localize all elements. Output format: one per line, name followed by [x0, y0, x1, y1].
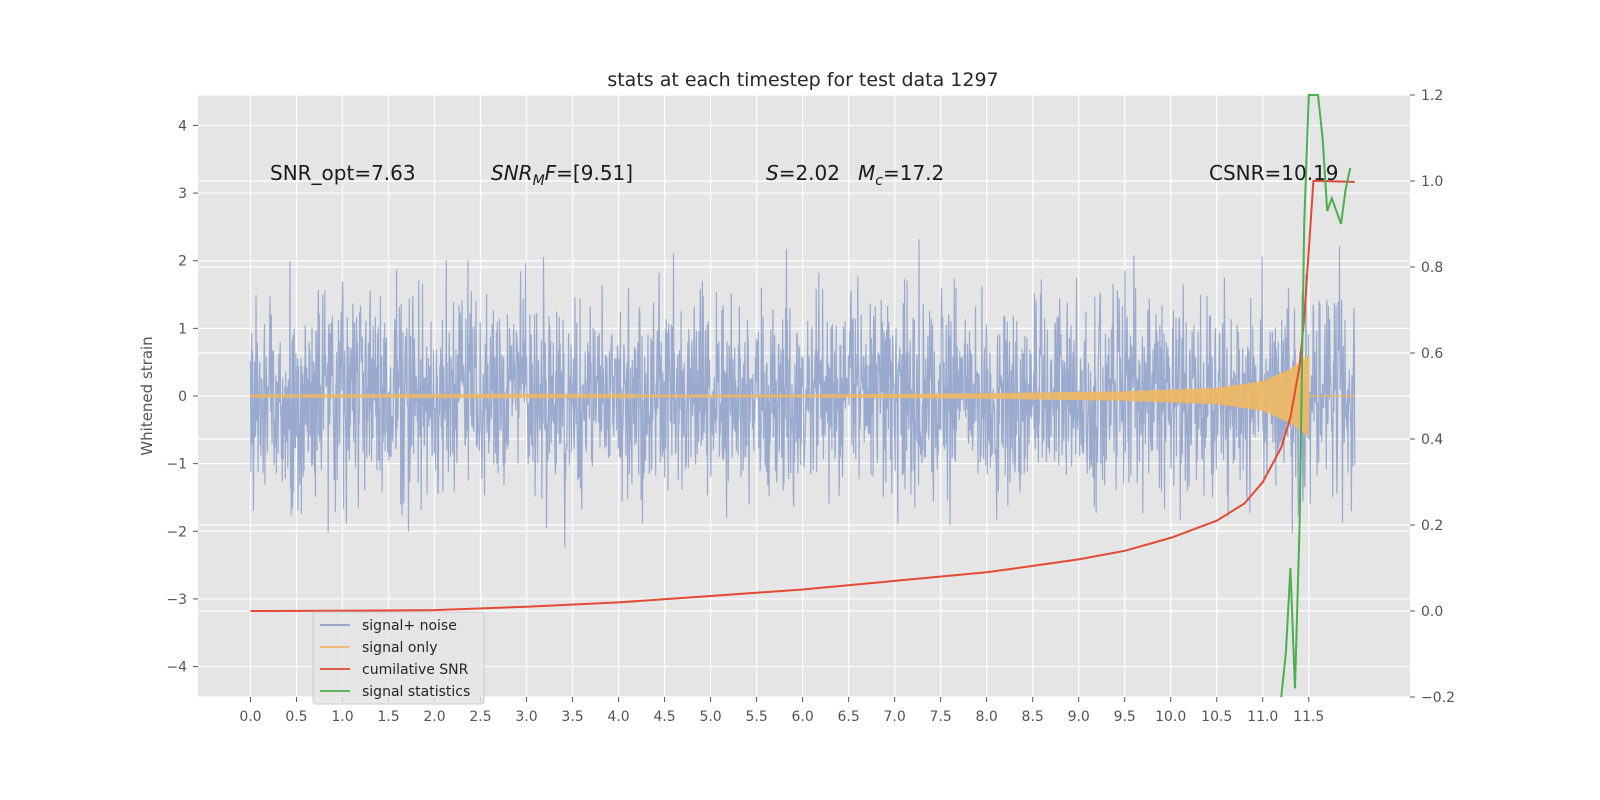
- y-tick-label: 0: [178, 389, 187, 405]
- legend-label-signal-only: signal only: [362, 640, 437, 656]
- x-tick-label: 5.5: [745, 709, 767, 725]
- legend-box: [312, 611, 485, 705]
- legend-label-signal-statistics: signal statistics: [362, 684, 470, 700]
- x-tick-label: 1.5: [377, 709, 399, 725]
- y2-tick-label: 1.0: [1421, 174, 1443, 190]
- x-tick-label: 9.0: [1068, 709, 1090, 725]
- y-tick-label: 4: [178, 118, 187, 134]
- x-tick-label: 4.5: [653, 709, 675, 725]
- y2-tick-label: 0.6: [1421, 346, 1443, 362]
- y-tick-label: 2: [178, 254, 187, 270]
- y-axis-right: −0.2 0.0 0.2 0.4 0.6 0.8 1.0 1.2: [1410, 88, 1455, 706]
- legend-label-cumulative-snr: cumilative SNR: [362, 662, 469, 678]
- y-tick-label: 1: [178, 321, 187, 337]
- x-tick-label: 9.5: [1114, 709, 1136, 725]
- x-tick-label: 11.0: [1247, 709, 1278, 725]
- y-axis-label: Whitened strain: [138, 336, 156, 455]
- x-tick-label: 0.5: [285, 709, 307, 725]
- x-tick-label: 4.0: [607, 709, 629, 725]
- signal-only-line: [249, 355, 1310, 437]
- series-cumulative-snr: [250, 180, 1355, 612]
- y-tick-label: −1: [166, 457, 187, 473]
- chart-title: stats at each timestep for test data 129…: [607, 69, 998, 91]
- y-tick-label: −2: [166, 524, 187, 540]
- series-signal-statistics: [1280, 94, 1352, 698]
- x-tick-label: 11.5: [1293, 709, 1324, 725]
- annotation-s: S=2.02: [766, 161, 840, 185]
- y-axis-left: −4 −3 −2 −1 0 1 2 3 4: [166, 118, 198, 676]
- signal-noise-line: [249, 239, 1356, 548]
- legend-label-signal-noise: signal+ noise: [362, 618, 457, 634]
- y-tick-label: 3: [178, 186, 187, 202]
- x-tick-label: 6.0: [791, 709, 813, 725]
- x-tick-label: 8.5: [1022, 709, 1044, 725]
- annotations: SNR_opt=7.63 SNRMF=[9.51] S=2.02 Mc=17.2…: [270, 161, 1339, 189]
- x-tick-label: 6.5: [838, 709, 860, 725]
- x-tick-label: 7.0: [884, 709, 906, 725]
- x-tick-label: 1.0: [331, 709, 353, 725]
- annotation-csnr: CSNR=10.19: [1209, 161, 1339, 185]
- signal-statistics-line: [1280, 94, 1352, 698]
- x-axis: 0.0 0.5 1.0 1.5 2.0 2.5 3.0 3.5 4.0 4.5 5.0 5.5 6.0 6…: [239, 697, 1324, 725]
- series-signal-noise: [249, 239, 1356, 548]
- x-tick-label: 10.5: [1201, 709, 1232, 725]
- cumulative-snr-line: [250, 180, 1355, 612]
- annotation-snr-opt: SNR_opt=7.63: [270, 161, 416, 185]
- y2-tick-label: 0.4: [1421, 432, 1443, 448]
- x-tick-label: 3.5: [561, 709, 583, 725]
- x-tick-label: 2.5: [469, 709, 491, 725]
- y2-tick-label: 0.8: [1421, 260, 1443, 276]
- x-tick-label: 2.0: [423, 709, 445, 725]
- x-tick-label: 0.0: [239, 709, 261, 725]
- legend: signal+ noise signal only cumilative SNR…: [312, 611, 485, 705]
- series-signal-only: [249, 355, 1355, 437]
- x-tick-label: 10.0: [1155, 709, 1186, 725]
- y-tick-label: −4: [166, 660, 187, 676]
- y2-tick-label: 1.2: [1421, 88, 1443, 104]
- y2-tick-label: 0.2: [1421, 518, 1443, 534]
- annotation-snr-mf: SNRMF=[9.51]: [491, 161, 633, 189]
- y2-tick-label: −0.2: [1421, 690, 1455, 706]
- y2-tick-label: 0.0: [1421, 604, 1443, 620]
- x-tick-label: 7.5: [930, 709, 952, 725]
- x-tick-label: 3.0: [515, 709, 537, 725]
- annotation-mc: Mc=17.2: [858, 161, 944, 189]
- y-tick-label: −3: [166, 592, 187, 608]
- x-tick-label: 5.0: [699, 709, 721, 725]
- x-tick-label: 8.0: [976, 709, 998, 725]
